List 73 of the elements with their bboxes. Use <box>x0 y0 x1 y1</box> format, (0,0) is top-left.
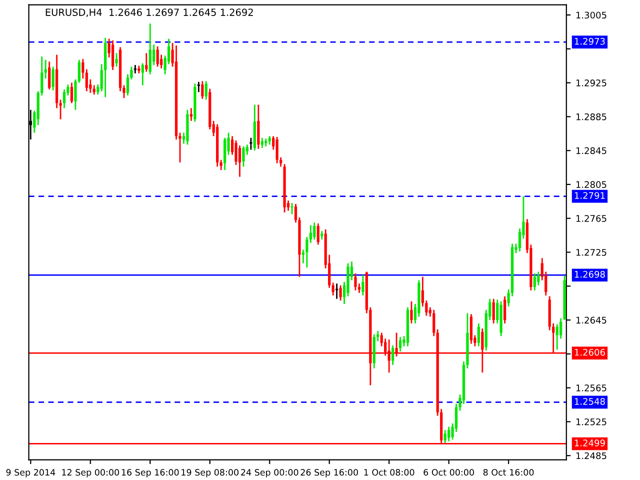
candlestick <box>391 344 394 366</box>
candlestick <box>223 137 226 171</box>
candlestick <box>201 80 204 100</box>
y-tick-label: 1.2525 <box>576 418 606 426</box>
candlestick <box>503 296 506 324</box>
x-tick-label: 26 Sep 16:00 <box>300 469 358 478</box>
candlestick <box>447 426 450 442</box>
candlestick <box>190 107 193 122</box>
chart-title: EURUSD,H4 1.2646 1.2697 1.2645 1.2692 <box>46 8 253 17</box>
x-tick-label: 1 Oct 08:00 <box>364 469 414 476</box>
x-tick-label: 8 Oct 16:00 <box>483 469 534 476</box>
candlestick <box>85 68 88 92</box>
candlestick <box>141 62 144 86</box>
candlestick <box>316 222 320 246</box>
candlestick <box>444 429 446 444</box>
candlestick <box>309 224 312 244</box>
candlestick <box>48 60 51 90</box>
candlestick <box>148 22 152 75</box>
ref-line-label: 1.2698 <box>574 270 605 278</box>
candlestick <box>470 313 473 344</box>
y-tick-label: 1.2925 <box>576 79 606 86</box>
candlestick <box>260 137 264 149</box>
y-tick-label: 1.2805 <box>576 181 606 188</box>
candlestick <box>82 58 84 80</box>
candlestick <box>398 336 402 352</box>
x-tick-label: 16 Sep 16:00 <box>122 469 179 478</box>
candlestick <box>52 66 54 92</box>
candlestick <box>44 59 47 80</box>
ref-line-label: 1.2548 <box>574 398 605 405</box>
candlestick <box>410 300 413 324</box>
y-tick-label: 1.2845 <box>576 147 606 154</box>
candlestick <box>313 222 316 240</box>
y-tick-label: 1.2885 <box>576 113 606 120</box>
ref-line-label: 1.2973 <box>574 38 605 45</box>
ref-line-label: 1.2606 <box>574 348 605 356</box>
x-tick-label: 9 Sep 2014 <box>6 469 56 478</box>
candlestick <box>362 274 364 296</box>
candlestick <box>111 40 114 71</box>
candlestick <box>492 298 495 324</box>
y-tick-label: 1.2565 <box>576 384 606 392</box>
y-tick-label: 1.2645 <box>576 316 606 324</box>
candlestick <box>257 104 260 150</box>
candlestick <box>70 82 74 104</box>
candlestick <box>556 324 558 350</box>
x-tick-label: 6 Oct 00:00 <box>424 469 474 476</box>
candlestick <box>145 52 148 72</box>
x-tick-label: 12 Sep 00:00 <box>62 469 120 478</box>
candlestick <box>220 159 222 171</box>
y-tick-label: 1.3005 <box>576 12 606 19</box>
candlestick <box>290 202 294 215</box>
candlestick <box>339 284 342 302</box>
x-tick-label: 24 Sep 00:00 <box>241 469 298 478</box>
candlestick <box>432 309 436 337</box>
candlestick <box>477 322 480 347</box>
candlestick <box>306 236 308 268</box>
candlestick <box>92 84 96 96</box>
candlestick <box>126 74 130 96</box>
candlestick <box>156 46 159 68</box>
y-tick-label: 1.2485 <box>576 452 606 460</box>
candlestick <box>242 146 245 168</box>
candlestick <box>276 136 278 164</box>
candlestick <box>204 80 208 100</box>
candlestick <box>62 88 66 109</box>
ref-line-label: 1.2791 <box>574 192 605 199</box>
candlestick <box>238 144 242 178</box>
candlestick <box>332 282 334 296</box>
candlestick <box>115 52 118 68</box>
candlestick <box>354 272 357 292</box>
y-tick-label: 1.2725 <box>576 248 606 256</box>
candlestick <box>533 272 536 292</box>
ref-line-label: 1.2499 <box>574 440 605 446</box>
y-tick-label: 1.2765 <box>576 215 606 222</box>
x-tick-label: 19 Sep 08:00 <box>182 469 238 478</box>
